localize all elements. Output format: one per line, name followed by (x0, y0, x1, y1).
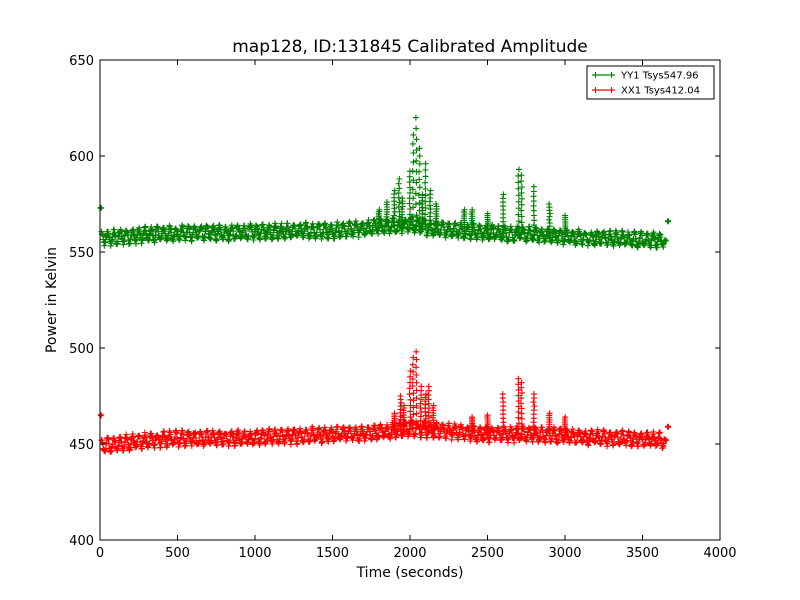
x-tick-label: 1000 (238, 546, 271, 561)
outlier-point (665, 218, 672, 225)
legend: YY1 Tsys547.96 XX1 Tsys412.04 (586, 65, 715, 100)
outlier-point (97, 412, 104, 419)
x-tick-label: 0 (96, 546, 104, 561)
outlier-point (662, 237, 669, 244)
chart-title: map128, ID:131845 Calibrated Amplitude (232, 37, 588, 57)
series-layer (97, 114, 672, 455)
legend-marker-icon (593, 87, 614, 93)
x-tick-label: 4000 (703, 546, 736, 561)
y-axis-label: Power in Kelvin (44, 247, 60, 353)
series-markers (98, 348, 668, 455)
x-tick-label: 500 (165, 546, 190, 561)
x-axis-label: Time (seconds) (356, 565, 464, 581)
y-tick-label: 400 (69, 534, 94, 549)
y-tick-label: 600 (69, 150, 94, 165)
tick-layer: 0 500 1000 1500 2000 2500 3000 3500 4000 400 450 50… (69, 54, 736, 561)
x-tick-label: 1500 (316, 546, 349, 561)
y-tick-label: 550 (69, 246, 94, 261)
x-tick-label: 2000 (393, 546, 426, 561)
x-tick-label: 2500 (471, 546, 504, 561)
x-tick-label: 3500 (626, 546, 659, 561)
legend-marker-icon (593, 72, 614, 78)
y-tick-label: 450 (69, 438, 94, 453)
x-tick-label: 3000 (548, 546, 581, 561)
outlier-point (97, 204, 104, 211)
outlier-point (665, 423, 672, 430)
legend-label: YY1 Tsys547.96 (620, 71, 699, 82)
series-markers (98, 114, 668, 251)
outlier-point (662, 437, 669, 444)
legend-box (586, 65, 715, 100)
y-tick-label: 650 (69, 54, 94, 69)
series-0 (97, 114, 672, 251)
legend-label: XX1 Tsys412.04 (621, 86, 700, 97)
series-1 (97, 348, 672, 455)
y-tick-label: 500 (69, 342, 94, 357)
